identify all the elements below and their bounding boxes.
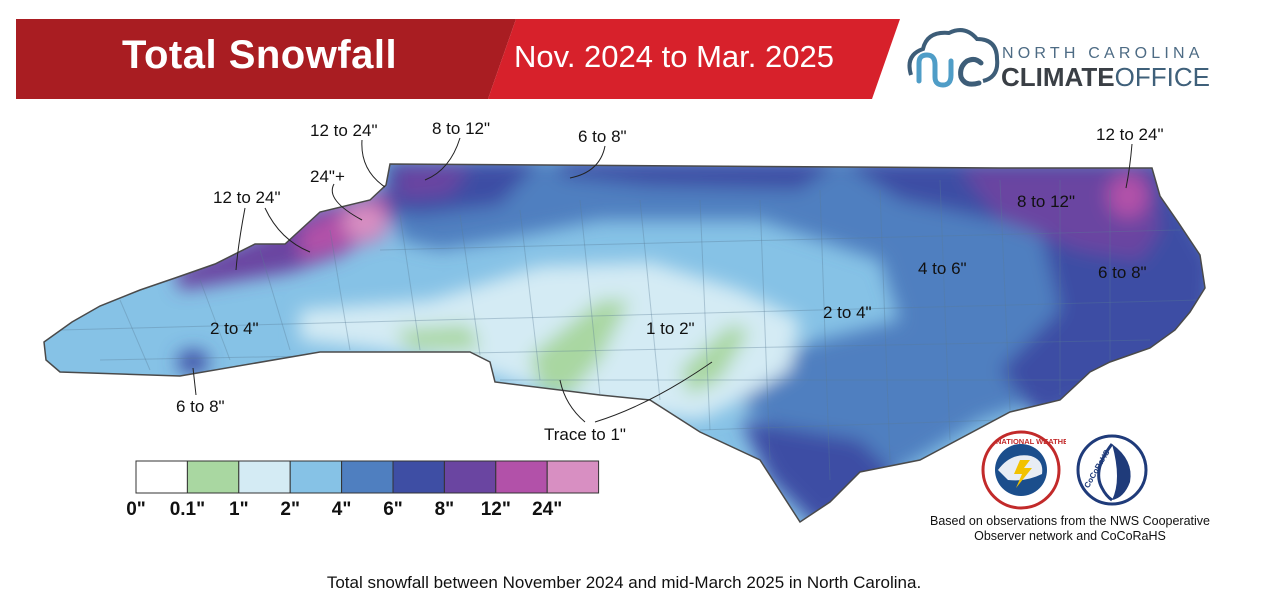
logo-line2-light: OFFICE [1114, 62, 1210, 92]
region-label: 6 to 8" [1098, 263, 1147, 282]
region-label: 12 to 24" [310, 121, 377, 140]
leader-lines [192, 137, 1133, 423]
legend-swatch [135, 460, 188, 494]
region-label: 1 to 2" [646, 319, 695, 338]
attribution-line2: Observer network and CoCoRaHS [974, 529, 1166, 543]
region-label: Trace to 1" [544, 425, 626, 444]
title-banner: Total Snowfall Nov. 2024 to Mar. 2025 [16, 19, 900, 99]
region-labels: 12 to 24" 8 to 12" 6 to 8" 24"+ 12 to 24… [176, 119, 1163, 444]
attribution-line1: Based on observations from the NWS Coope… [930, 514, 1210, 528]
cocorahs-logo: CoCoRaHS [1076, 434, 1148, 506]
region-label: 24"+ [310, 167, 345, 186]
region-label: 8 to 12" [1017, 192, 1075, 211]
region-label: 2 to 4" [823, 303, 872, 322]
legend-label: 24" [532, 499, 562, 520]
cloud-nc-icon [907, 28, 1000, 88]
legend-swatch [392, 460, 445, 494]
region-label: 6 to 8" [578, 127, 627, 146]
map-title: Total Snowfall [122, 33, 398, 77]
legend-swatch [186, 460, 240, 494]
legend-label: 8" [435, 499, 455, 520]
region-label: 2 to 4" [210, 319, 259, 338]
legend-swatch [443, 460, 497, 494]
legend-label: 12" [481, 499, 511, 520]
region-label: 8 to 12" [432, 119, 490, 138]
legend-label: 2" [280, 499, 300, 520]
date-range: Nov. 2024 to Mar. 2025 [514, 39, 834, 74]
logo-line2-bold: CLIMATE [1001, 62, 1115, 92]
region-label: 12 to 24" [213, 188, 280, 207]
legend-label: 4" [332, 499, 352, 520]
legend-label: 1" [229, 499, 249, 520]
title-banner-bg [16, 19, 516, 99]
legend-swatch [289, 460, 343, 494]
attribution: Based on observations from the NWS Coope… [900, 514, 1240, 544]
snowfall-legend: 0" 0.1" 1" 2" 4" 6" 8" 12" 24" [126, 460, 600, 520]
date-banner-bg [488, 19, 900, 99]
logo-line1: NORTH CAROLINA [1002, 45, 1204, 62]
nws-logo: NATIONAL WEATHER SERVICE [981, 430, 1066, 510]
legend-swatch [341, 460, 394, 494]
legend-swatch [546, 460, 600, 494]
region-label: 6 to 8" [176, 397, 225, 416]
region-label: 4 to 6" [918, 259, 967, 278]
legend-swatch [495, 460, 548, 494]
nws-logo-text: NATIONAL WEATHER SERVICE [996, 437, 1066, 446]
banner-shapes [16, 19, 900, 99]
region-label: 12 to 24" [1096, 125, 1163, 144]
legend-label: 0" [126, 499, 146, 520]
logo-line2: CLIMATEOFFICE [1001, 62, 1210, 93]
map-caption: Total snowfall between November 2024 and… [326, 573, 922, 592]
legend-label: 6" [383, 499, 403, 520]
legend-label: 0.1" [170, 499, 205, 520]
legend-swatch [238, 460, 291, 494]
nc-climate-office-logo: NORTH CAROLINA CLIMATEOFFICE [905, 25, 1225, 95]
